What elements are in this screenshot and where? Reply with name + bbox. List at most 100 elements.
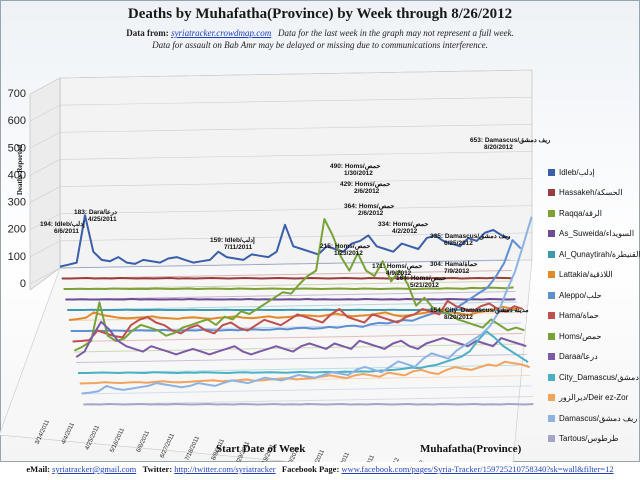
legend-label: Daraa/درعا — [559, 352, 598, 362]
legend-item: Hassakeh/الحسكة — [548, 183, 640, 204]
legend-item: Tartous/طرطوس — [548, 429, 640, 450]
series-line — [83, 403, 534, 406]
legend-label: Aleppo/حلب — [559, 290, 602, 300]
series-line — [59, 214, 511, 268]
y-tick-label: 100 — [8, 251, 26, 263]
series-baseline — [65, 291, 516, 300]
legend-item: Raqqa/الرقة — [548, 203, 640, 224]
annotation-label: 364: Homs/حمص 2/6/2012 — [344, 203, 394, 217]
gridline-side — [29, 104, 61, 122]
annotation-label: 335: Damascus/ريف دمشق 6/25/2012 — [430, 233, 511, 247]
series-line — [79, 360, 531, 385]
twitter-label: Twitter: — [142, 464, 173, 474]
series-line — [72, 299, 523, 343]
gridline — [59, 205, 533, 215]
legend-label: Damascus/ريف دمشق — [559, 413, 638, 423]
twitter-link[interactable]: http://twitter.com/syriatracker — [174, 464, 276, 474]
annotation-label: 194: Idleb/إدلب 6/6/2011 — [40, 220, 85, 235]
email-label: eMail: — [26, 464, 51, 474]
annotation-label: 429: Homs/حمص 2/6/2012 — [340, 181, 390, 195]
legend-swatch — [548, 250, 555, 258]
source-link[interactable]: syriatracker.crowdmap.com — [171, 28, 272, 38]
legend-swatch — [548, 271, 555, 279]
y-axis-title: Deaths Reported — [16, 145, 24, 195]
series-line — [61, 276, 512, 280]
series-baseline — [63, 280, 514, 290]
x-tick-label: 11/21/2011 — [333, 451, 351, 462]
legend-swatch — [548, 414, 555, 422]
x-tick-label: 1/2/2012 — [386, 457, 402, 462]
y-tick-label: 300 — [8, 197, 26, 209]
annotation-label: 490: Homs/حمص 1/30/2012 — [330, 163, 380, 177]
annotation-label: 304: Hama/حماة 7/9/2012 — [430, 260, 478, 275]
legend-item: Hama/حماة — [548, 306, 640, 327]
legend-item: Lattakia/اللاذقية — [548, 265, 640, 286]
legend-item: Damascus/ريف دمشق — [548, 408, 640, 429]
legend-swatch — [548, 373, 555, 381]
gridline-side — [29, 186, 61, 203]
legend-label: ديرالزور/Deir ez-Zor — [559, 393, 629, 403]
annotation-label: 154: City_Damascus/مدينة دمشق 8/20/2012 — [430, 307, 529, 321]
annotation-label: 171: Homs/حمص 4/9/2012 — [372, 263, 422, 277]
z-axis-title: Muhafatha(Province) — [420, 443, 522, 455]
source-label: Data from: — [126, 28, 169, 38]
gridline — [59, 259, 533, 269]
legend-item: Daraa/درعا — [548, 347, 640, 368]
email-link[interactable]: syriatracker@gmail.com — [52, 464, 137, 474]
gridline — [59, 123, 533, 133]
legend-item: Aleppo/حلب — [548, 285, 640, 306]
note-line-2: Data for assault on Bab Amr may be delay… — [152, 40, 488, 50]
y-tick-label: 600 — [8, 115, 26, 127]
series-line — [78, 330, 529, 374]
legend-label: Al_Qunaytirah/القنيطرة — [559, 249, 640, 259]
series-baseline — [59, 259, 511, 269]
legend-label: Raqqa/الرقة — [559, 208, 602, 218]
annotation-label: 215: Homs/حمص 1/23/2012 — [320, 243, 370, 257]
y-tick-label: 400 — [8, 169, 26, 181]
gridline — [59, 69, 533, 79]
legend: Idleb/إدلب Hassakeh/الحسكة Raqqa/الرقة As_S… — [548, 162, 640, 449]
series-baseline — [61, 270, 512, 279]
series-baseline — [67, 301, 518, 311]
gridline — [59, 178, 533, 187]
facebook-link[interactable]: www.facebook.com/pages/Syria-Tracker/159… — [341, 464, 614, 474]
legend-item: ديرالزور/Deir ez-Zor — [548, 388, 640, 409]
y-tick-label: 200 — [8, 224, 26, 236]
legend-swatch — [548, 291, 555, 299]
legend-swatch — [548, 209, 555, 217]
gridline-side — [29, 213, 61, 230]
legend-item: Homs/حمص — [548, 326, 640, 347]
legend-item: As_Suweida/السويداء — [548, 224, 640, 245]
series-line — [65, 298, 516, 301]
legend-swatch — [548, 168, 555, 176]
gridline — [59, 232, 533, 242]
gridline-side — [29, 267, 61, 285]
legend-swatch — [548, 435, 555, 443]
y-tick-label: 700 — [8, 88, 26, 100]
legend-swatch — [548, 312, 555, 320]
legend-item: City_Damascus/مدينة دمشق — [548, 367, 640, 388]
source-line: Data from: syriatracker.crowdmap.com Dat… — [0, 28, 640, 38]
side-wall — [29, 77, 61, 291]
annotation-label: 164: Homs/حمص 5/21/2012 — [396, 275, 446, 289]
legend-label: Hassakeh/الحسكة — [559, 188, 623, 198]
footer: eMail: syriatracker@gmail.com Twitter: h… — [0, 464, 640, 474]
x-axis-title: Start Date of Week — [216, 443, 306, 455]
gridline-side — [29, 159, 61, 176]
gridline — [59, 96, 533, 106]
legend-swatch — [548, 332, 555, 340]
legend-label: Lattakia/اللاذقية — [559, 270, 613, 280]
facebook-label: Facebook Page: — [281, 464, 340, 474]
series-baseline — [83, 396, 534, 405]
legend-swatch — [548, 394, 555, 402]
series-line — [63, 286, 514, 290]
annotation-label: 653: Damascus/ريف دمشق 8/20/2012 — [470, 137, 551, 151]
series-line — [75, 320, 527, 358]
legend-label: Homs/حمص — [559, 331, 602, 341]
annotation-label: 159: Idleb/إدلب 7/11/2011 — [210, 236, 255, 251]
gridline-side — [29, 132, 61, 149]
legend-item: Idleb/إدلب — [548, 162, 640, 183]
annotation-label: 334: Homs/حمص 4/2/2012 — [378, 221, 428, 235]
